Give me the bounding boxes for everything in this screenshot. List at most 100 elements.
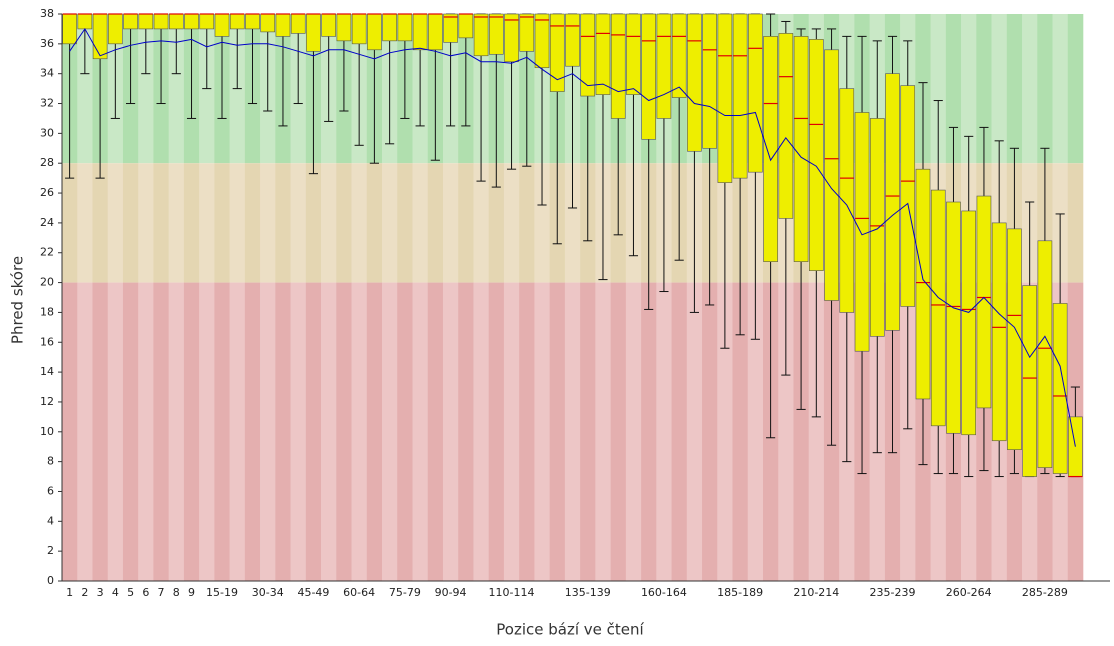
quality-band — [305, 282, 322, 581]
box — [839, 88, 855, 313]
box — [62, 13, 77, 45]
box — [671, 13, 687, 98]
quality-band — [336, 163, 352, 283]
quality-band — [290, 282, 307, 581]
quality-band — [305, 163, 322, 283]
box — [306, 13, 321, 52]
x-tick-label: 4 — [112, 586, 119, 599]
box — [229, 13, 245, 30]
quality-band — [77, 282, 93, 581]
y-tick-label: 0 — [47, 574, 54, 587]
quality-band — [503, 163, 520, 283]
quality-band — [1052, 14, 1069, 164]
x-axis-label: Pozice bází ve čtení — [496, 621, 644, 639]
y-tick-label: 34 — [40, 67, 54, 80]
quality-band — [168, 14, 185, 164]
quality-band — [199, 163, 215, 283]
quality-band — [183, 163, 200, 283]
quality-band — [412, 282, 429, 581]
y-tick-label: 32 — [40, 97, 54, 110]
y-tick-label: 8 — [47, 455, 54, 468]
quality-band — [945, 14, 962, 164]
quality-band — [442, 163, 459, 283]
quality-band — [702, 282, 718, 581]
quality-band — [107, 163, 124, 283]
quality-band — [1067, 14, 1084, 164]
x-tick-label: 260-264 — [946, 586, 992, 599]
box — [641, 13, 657, 140]
box — [717, 13, 733, 183]
x-tick-label: 7 — [158, 586, 165, 599]
quality-band — [351, 163, 368, 283]
box — [595, 13, 611, 95]
quality-band — [260, 163, 276, 283]
quality-band — [62, 282, 78, 581]
quality-band — [107, 282, 124, 581]
quality-band — [153, 163, 169, 283]
quality-band — [229, 163, 246, 283]
y-tick-label: 24 — [40, 216, 54, 229]
x-tick-label: 5 — [127, 586, 134, 599]
box — [519, 13, 535, 52]
box — [1007, 228, 1022, 450]
quality-band — [900, 282, 916, 581]
box — [915, 168, 931, 400]
quality-band — [244, 282, 261, 581]
quality-band — [382, 282, 398, 581]
quality-band — [778, 282, 794, 581]
box — [793, 36, 809, 262]
box — [168, 13, 184, 30]
quality-band — [808, 282, 825, 581]
quality-band — [397, 163, 413, 283]
quality-band — [961, 14, 977, 164]
quality-band — [229, 282, 246, 581]
y-tick-label: 12 — [40, 395, 54, 408]
box — [488, 13, 504, 55]
x-tick-label: 75-79 — [389, 586, 421, 599]
quality-band — [580, 282, 596, 581]
quality-band — [793, 282, 810, 581]
box — [108, 13, 123, 45]
x-tick-label: 1 — [66, 586, 73, 599]
box — [824, 49, 839, 301]
quality-band — [625, 282, 642, 581]
box — [123, 13, 138, 30]
x-tick-label: 60-64 — [343, 586, 375, 599]
x-tick-label: 210-214 — [793, 586, 839, 599]
box — [869, 118, 885, 337]
quality-band — [290, 163, 307, 283]
quality-band — [183, 282, 200, 581]
y-tick-label: 18 — [40, 305, 54, 318]
y-tick-label: 22 — [40, 246, 54, 259]
box — [351, 13, 367, 45]
box — [900, 85, 916, 307]
quality-band — [382, 163, 398, 283]
box — [580, 13, 596, 97]
quality-band — [488, 282, 505, 581]
y-tick-label: 20 — [40, 276, 54, 289]
x-tick-label: 3 — [97, 586, 104, 599]
quality-band — [488, 163, 505, 283]
box — [930, 189, 946, 427]
quality-band — [686, 282, 703, 581]
x-tick-label: 9 — [188, 586, 195, 599]
quality-band — [366, 282, 383, 581]
quality-band — [442, 282, 459, 581]
y-tick-label: 38 — [40, 7, 54, 20]
box — [991, 222, 1007, 442]
box — [702, 13, 717, 149]
y-tick-label: 6 — [47, 484, 54, 497]
box — [184, 13, 199, 30]
box — [260, 13, 276, 33]
quality-band — [717, 282, 733, 581]
quality-band — [138, 282, 154, 581]
quality-band — [473, 282, 489, 581]
box — [565, 13, 580, 67]
quality-band — [77, 163, 93, 283]
box — [778, 33, 794, 219]
quality-band — [564, 163, 581, 283]
box — [77, 13, 93, 30]
box — [885, 73, 900, 331]
quality-band — [1022, 14, 1038, 164]
x-tick-label: 6 — [142, 586, 149, 599]
